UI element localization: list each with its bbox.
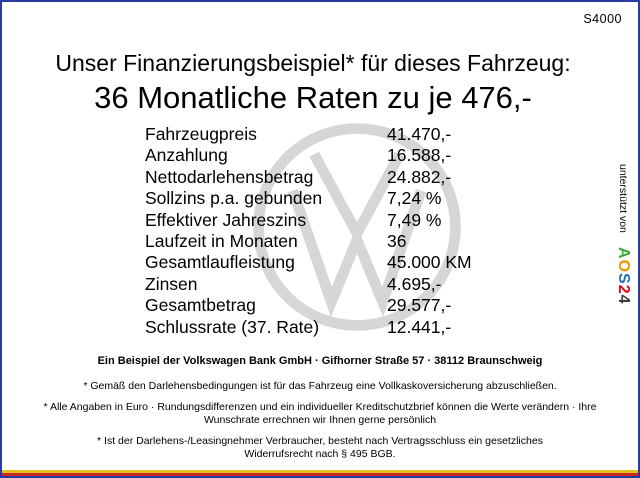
row-value: 7,24 % bbox=[387, 188, 442, 209]
row-value: 45.000 KM bbox=[387, 252, 472, 273]
logo-letter: 4 bbox=[615, 294, 632, 305]
row-label: Sollzins p.a. gebunden bbox=[145, 188, 323, 209]
table-row: Laufzeit in Monaten 36 bbox=[145, 231, 472, 252]
row-label: Effektiver Jahreszins bbox=[145, 209, 307, 230]
row-label: Fahrzeugpreis bbox=[145, 124, 257, 144]
row-value: 36 bbox=[387, 231, 407, 252]
table-row: Anzahlung 16.588,- bbox=[145, 145, 472, 166]
row-label: Zinsen bbox=[145, 273, 198, 294]
footnote: * Ist der Darlehens-/Leasingnehmer Verbr… bbox=[97, 434, 543, 461]
vw-logo-watermark-icon bbox=[250, 120, 464, 334]
row-label: Anzahlung bbox=[145, 145, 228, 166]
footnote: * Gemäß den Darlehensbedingungen ist für… bbox=[83, 380, 557, 392]
table-row: Gesamtbetrag 29.577,- bbox=[145, 295, 472, 316]
table-row: Effektiver Jahreszins 7,49 % bbox=[145, 210, 472, 231]
row-value: 7,49 % bbox=[387, 209, 442, 230]
supported-by-label: unterstützt von bbox=[617, 164, 629, 233]
row-value: 41.470,- bbox=[387, 124, 452, 144]
row-value: 24.882,- bbox=[387, 166, 452, 187]
finance-table: Fahrzeugpreis 41.470,- Anzahlung 16.588,… bbox=[145, 124, 472, 338]
row-value: 29.577,- bbox=[387, 295, 452, 316]
row-label: Gesamtlaufleistung bbox=[145, 252, 295, 273]
logo-letter: 2 bbox=[615, 285, 632, 295]
table-row: Schlussrate (37. Rate) 12.441,- bbox=[145, 317, 472, 338]
row-value: 12.441,- bbox=[387, 316, 452, 337]
bottom-stripe-yellow bbox=[2, 470, 638, 473]
page-title: Unser Finanzierungsbeispiel* für dieses … bbox=[55, 50, 571, 76]
row-label: Laufzeit in Monaten bbox=[145, 231, 298, 252]
row-label: Gesamtbetrag bbox=[145, 295, 256, 316]
bottom-stripe-red bbox=[2, 473, 638, 476]
table-row: Sollzins p.a. gebunden 7,24 % bbox=[145, 188, 472, 209]
table-row: Gesamtlaufleistung 45.000 KM bbox=[145, 252, 472, 273]
vertical-credit-strip: unterstützt von AOS24 bbox=[614, 164, 632, 305]
table-row: Nettodarlehensbetrag 24.882,- bbox=[145, 167, 472, 188]
logo-letter: S bbox=[615, 273, 632, 286]
page-subtitle: 36 Monatliche Raten zu je 476,- bbox=[94, 80, 532, 115]
row-label: Nettodarlehensbetrag bbox=[145, 166, 314, 187]
row-label: Schlussrate (37. Rate) bbox=[145, 316, 320, 337]
row-value: 4.695,- bbox=[387, 273, 442, 294]
table-row: Zinsen 4.695,- bbox=[145, 274, 472, 295]
table-row: Fahrzeugpreis 41.470,- bbox=[145, 124, 472, 145]
aos24-logo: AOS24 bbox=[615, 247, 632, 305]
footer: Ein Beispiel der Volkswagen Bank GmbH · … bbox=[26, 355, 614, 469]
logo-letter: A bbox=[615, 247, 632, 260]
footnote: * Alle Angaben in Euro · Rundungsdiffere… bbox=[43, 400, 597, 427]
station-id: S4000 bbox=[583, 12, 622, 26]
logo-letter: O bbox=[615, 259, 632, 274]
bank-address-line: Ein Beispiel der Volkswagen Bank GmbH · … bbox=[97, 355, 543, 367]
row-value: 16.588,- bbox=[387, 145, 452, 166]
